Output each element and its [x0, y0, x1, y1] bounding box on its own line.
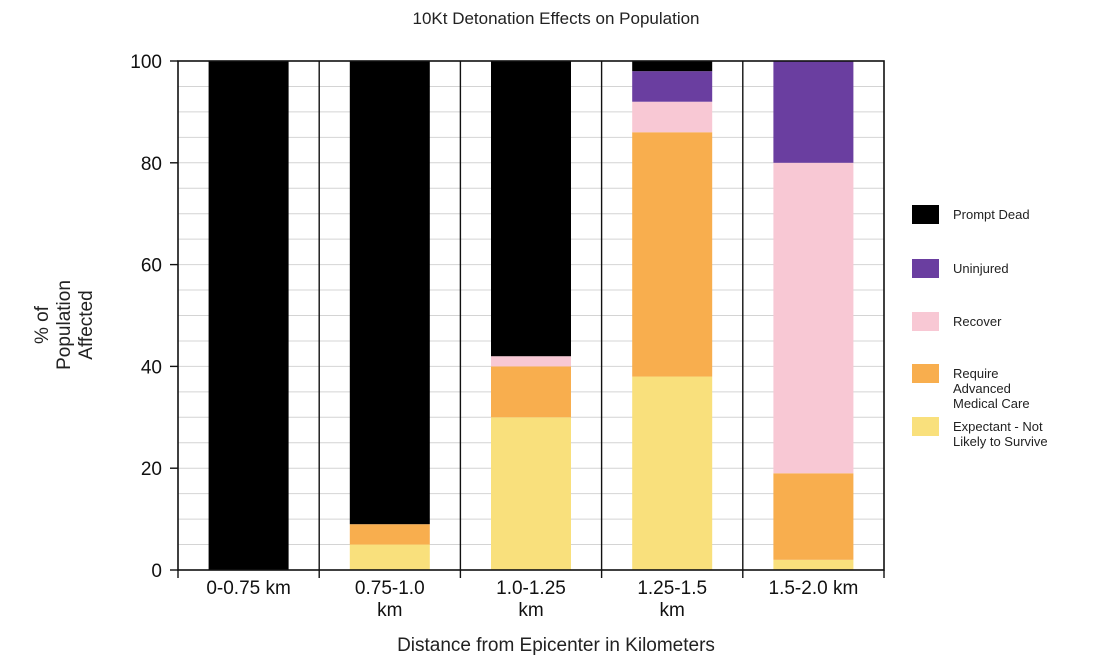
y-tick-label: 100 [130, 52, 162, 73]
bar-segment [632, 61, 713, 72]
bar-segment [773, 61, 854, 163]
bar-segment [773, 473, 854, 560]
legend-swatch [912, 312, 939, 331]
y-axis-ticks: 0 20 40 60 80 100 [130, 52, 178, 582]
x-category-label: 1.0-1.25 km [496, 578, 566, 621]
bar-segment [208, 61, 289, 570]
y-tick-label: 60 [141, 256, 162, 277]
legend-label: Require Advanced Medical Care [953, 366, 1030, 411]
x-category-label: 0.75-1.0 km [355, 578, 425, 621]
bar-segment [773, 162, 854, 474]
legend-label: Recover [953, 314, 1002, 329]
bar-segment [349, 61, 430, 525]
bar-segment [632, 101, 713, 133]
bars [208, 61, 854, 570]
legend-label: Uninjured [953, 261, 1009, 276]
legend-swatch [912, 259, 939, 278]
y-tick-label: 20 [141, 459, 162, 480]
legend-label: Expectant - Not Likely to Survive [953, 419, 1048, 449]
x-category-label: 1.5-2.0 km [769, 578, 859, 599]
legend-swatch [912, 364, 939, 383]
y-tick-label: 80 [141, 154, 162, 175]
bar-segment [632, 71, 713, 102]
plot-border [177, 60, 885, 571]
x-category-label: 1.25-1.5 km [637, 578, 707, 621]
legend-label: Prompt Dead [953, 207, 1030, 222]
bar-segment [491, 417, 571, 570]
bar-segment [491, 61, 571, 357]
x-axis-label: Distance from Epicenter in Kilometers [397, 635, 715, 656]
y-tick-label: 0 [151, 561, 162, 582]
x-category-label: 0-0.75 km [206, 578, 290, 599]
bar-segment [491, 366, 571, 418]
bar-segment [349, 544, 430, 570]
bar-segment [632, 132, 713, 377]
bar-segment [773, 559, 854, 570]
y-axis-label: % ofPopulationAffected [32, 280, 97, 370]
plot-frame [177, 60, 885, 578]
bar-segment [491, 356, 571, 367]
legend-swatch [912, 205, 939, 224]
legend-swatch [912, 417, 939, 436]
y-tick-label: 40 [141, 357, 162, 378]
chart-title: 10Kt Detonation Effects on Population [413, 9, 700, 28]
x-axis-categories: 0-0.75 km 0.75-1.0 km 1.0-1.25 km 1.25-1.5 km 1… [206, 578, 858, 621]
bar-segment [632, 376, 713, 570]
bar-segment [349, 524, 430, 545]
legend: Prompt Dead Uninjured Recover Require Advanc… [912, 205, 1048, 449]
y-axis-label-text: % ofPopulationAffected [32, 280, 97, 370]
